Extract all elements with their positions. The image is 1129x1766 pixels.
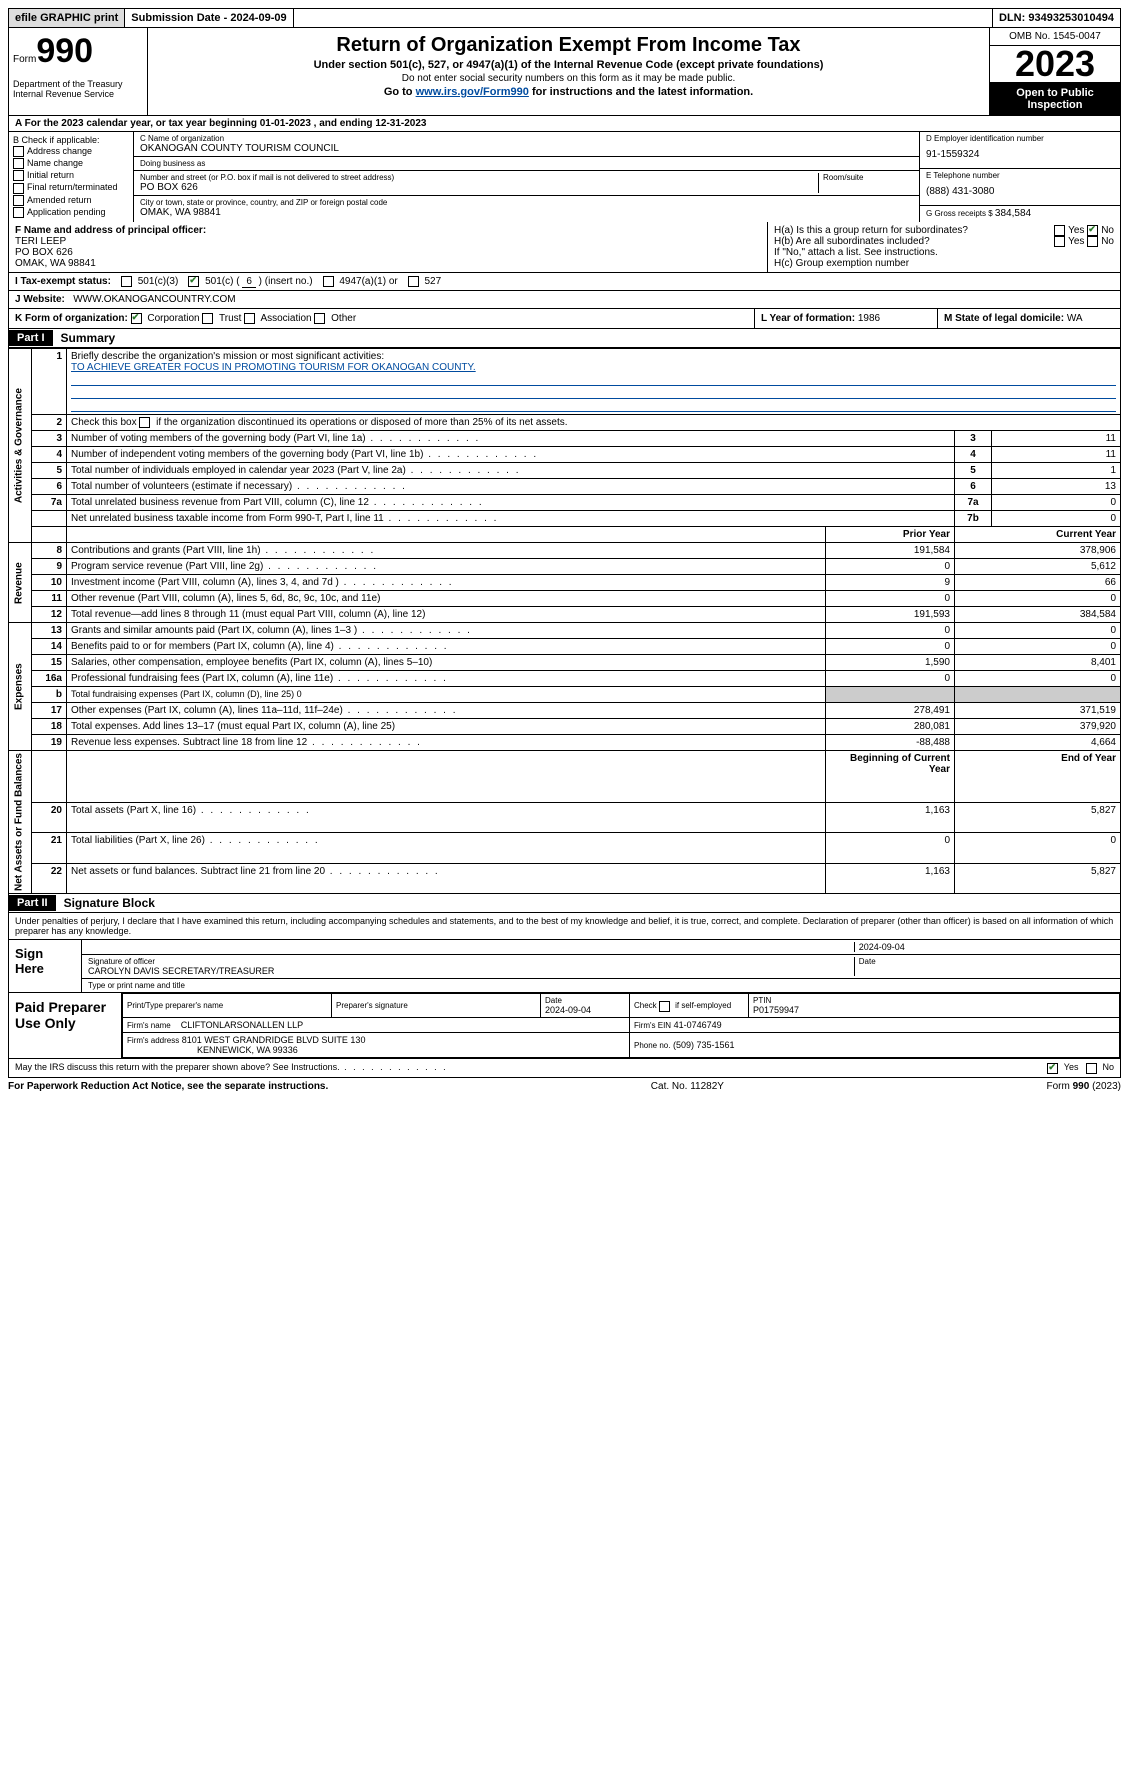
part-2-header: Part II Signature Block: [8, 894, 1121, 913]
paid-preparer-label: Paid Preparer Use Only: [9, 993, 121, 1058]
box-h: H(a) Is this a group return for subordin…: [767, 222, 1120, 272]
penalty-statement: Under penalties of perjury, I declare th…: [9, 913, 1120, 939]
mission-text[interactable]: TO ACHIEVE GREATER FOCUS IN PROMOTING TO…: [71, 362, 476, 373]
address-row: Number and street (or P.O. box if mail i…: [134, 171, 919, 196]
efile-print-button[interactable]: efile GRAPHIC print: [9, 9, 125, 27]
phone-row: E Telephone number (888) 431-3080: [920, 169, 1120, 206]
page-footer: For Paperwork Reduction Act Notice, see …: [8, 1078, 1121, 1092]
signature-block: Under penalties of perjury, I declare th…: [8, 913, 1121, 1077]
h-b-label: H(b) Are all subordinates included?: [774, 236, 930, 247]
h-a-no-check: [1087, 225, 1098, 236]
part-1-header: Part I Summary: [8, 329, 1121, 348]
form-subtitle-2: Do not enter social security numbers on …: [156, 73, 981, 84]
ptin: P01759947: [753, 1005, 1115, 1015]
chk-final-return[interactable]: Final return/terminated: [13, 182, 129, 193]
chk-501c: [188, 276, 199, 287]
side-revenue: Revenue: [9, 543, 32, 623]
city-row: City or town, state or province, country…: [134, 196, 919, 220]
form-number: 990: [36, 32, 93, 70]
officer-name: CAROLYN DAVIS SECRETARY/TREASURER: [88, 966, 854, 976]
irs-link[interactable]: www.irs.gov/Form990: [416, 86, 529, 98]
row-i-tax-status: I Tax-exempt status: 501(c)(3) 501(c) ( …: [8, 273, 1121, 291]
line-2: Check this box if the organization disco…: [67, 415, 1121, 431]
open-to-public: Open to Public Inspection: [990, 82, 1120, 115]
tax-year: 2023: [990, 46, 1120, 82]
side-net-assets: Net Assets or Fund Balances: [9, 751, 32, 894]
top-bar: efile GRAPHIC print Submission Date - 20…: [8, 8, 1121, 28]
chk-corporation: [131, 313, 142, 324]
firm-ein: 41-0746749: [674, 1020, 722, 1030]
form-title: Return of Organization Exempt From Incom…: [156, 34, 981, 57]
sign-here-label: Sign Here: [9, 940, 81, 992]
officer-group-row: F Name and address of principal officer:…: [8, 222, 1121, 273]
row-j-website: J Website: WWW.OKANOGANCOUNTRY.COM: [8, 291, 1121, 309]
form-subtitle-1: Under section 501(c), 527, or 4947(a)(1)…: [156, 59, 981, 71]
summary-table: Activities & Governance 1 Briefly descri…: [8, 348, 1121, 894]
firm-city: KENNEWICK, WA 99336: [127, 1045, 298, 1055]
side-expenses: Expenses: [9, 623, 32, 751]
firm-address: 8101 WEST GRANDRIDGE BLVD SUITE 130: [182, 1035, 366, 1045]
preparer-date: 2024-09-04: [545, 1005, 625, 1015]
submission-date: Submission Date - 2024-09-09: [125, 9, 293, 27]
firm-phone: (509) 735-1561: [673, 1040, 735, 1050]
form-header: Form990 Department of the Treasury Inter…: [8, 28, 1121, 116]
officer-sig-date: 2024-09-04: [854, 942, 1114, 952]
h-a-label: H(a) Is this a group return for subordin…: [774, 225, 968, 236]
ein-row: D Employer identification number 91-1559…: [920, 132, 1120, 169]
year-formation: L Year of formation: 1986: [754, 309, 937, 328]
side-governance: Activities & Governance: [9, 349, 32, 543]
form-footer-label: Form 990 (2023): [1047, 1081, 1121, 1092]
discuss-row: May the IRS discuss this return with the…: [9, 1058, 1120, 1076]
firm-name: CLIFTONLARSONALLEN LLP: [181, 1020, 303, 1030]
mission-label: Briefly describe the organization's miss…: [71, 351, 384, 362]
form-subtitle-3: Go to www.irs.gov/Form990 for instructio…: [156, 86, 981, 98]
entity-info-block: B Check if applicable: Address change Na…: [8, 132, 1121, 222]
dept-treasury: Department of the Treasury Internal Reve…: [13, 79, 143, 99]
dba-row: Doing business as: [134, 157, 919, 171]
state-domicile: M State of legal domicile: WA: [937, 309, 1120, 328]
gross-receipts-row: G Gross receipts $ 384,584: [920, 206, 1120, 221]
discuss-yes-check: [1047, 1063, 1058, 1074]
box-b-checklist: B Check if applicable: Address change Na…: [9, 132, 134, 222]
box-f-officer: F Name and address of principal officer:…: [9, 222, 767, 272]
form-label: Form: [13, 54, 36, 65]
h-c-label: H(c) Group exemption number: [774, 258, 1114, 269]
line-a-tax-year: A For the 2023 calendar year, or tax yea…: [8, 116, 1121, 132]
chk-name-change[interactable]: Name change: [13, 158, 129, 169]
chk-application-pending[interactable]: Application pending: [13, 207, 129, 218]
dln: DLN: 93493253010494: [992, 9, 1120, 27]
box-b-header: B Check if applicable:: [13, 135, 129, 145]
chk-initial-return[interactable]: Initial return: [13, 170, 129, 181]
h-b-note: If "No," attach a list. See instructions…: [774, 247, 1114, 258]
chk-address-change[interactable]: Address change: [13, 146, 129, 157]
chk-amended-return[interactable]: Amended return: [13, 195, 129, 206]
row-k-form-org: K Form of organization: Corporation Trus…: [8, 309, 1121, 329]
org-name-row: C Name of organization OKANOGAN COUNTY T…: [134, 132, 919, 157]
